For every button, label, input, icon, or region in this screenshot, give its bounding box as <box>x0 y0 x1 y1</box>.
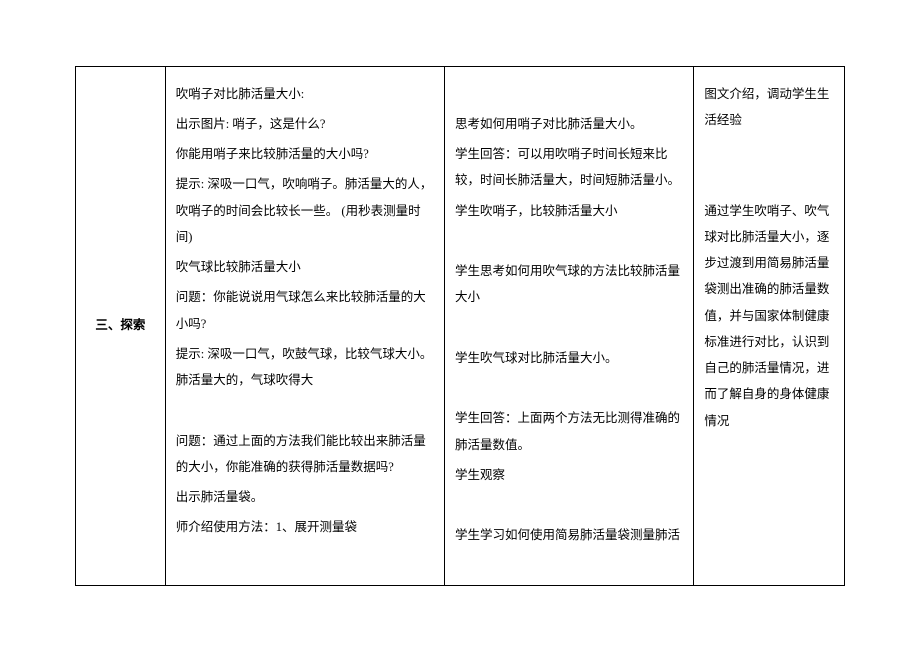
student-activity-cell: 思考如何用哨子对比肺活量大小。学生回答：可以用吹哨子时间长短来比较，时间长肺活量… <box>445 67 694 585</box>
paragraph: 师介绍使用方法：1、展开测量袋 <box>176 514 434 540</box>
section-label: 三、探索 <box>95 312 145 338</box>
paragraph: 出示图片: 哨子，这是什么? <box>176 111 434 137</box>
paragraph <box>455 315 683 341</box>
paragraph: 吹气球比较肺活量大小 <box>176 254 434 280</box>
paragraph: 学生思考如何用吹气球的方法比较肺活量大小 <box>455 258 683 311</box>
paragraph: 学生学习如何使用简易肺活量袋测量肺活 <box>455 522 683 548</box>
paragraph <box>455 228 683 254</box>
teacher-activity-cell: 吹哨子对比肺活量大小: 出示图片: 哨子，这是什么? 你能用哨子来比较肺活量的大小吗… <box>166 67 445 585</box>
paragraph: 学生吹气球对比肺活量大小。 <box>455 345 683 371</box>
paragraph: 吹哨子对比肺活量大小: <box>176 81 434 107</box>
lesson-plan-table: 三、探索 吹哨子对比肺活量大小: 出示图片: 哨子，这是什么? 你能用哨子来比较肺活… <box>75 66 845 586</box>
paragraph <box>704 137 834 163</box>
paragraph <box>455 375 683 401</box>
paragraph <box>455 81 683 107</box>
paragraph: 问题：通过上面的方法我们能比较出来肺活量的大小，你能准确的获得肺活量数据吗? <box>176 428 434 481</box>
design-intent-cell: 图文介绍，调动学生生活经验 通过学生吹哨子、吹气球对比肺活量大小，逐步过渡到用简… <box>694 67 844 585</box>
paragraph: 思考如何用哨子对比肺活量大小。 <box>455 111 683 137</box>
paragraph: 学生回答：可以用吹哨子时间长短来比较，时间长肺活量大，时间短肺活量小。 <box>455 141 683 194</box>
paragraph: 提示: 深吸一口气，吹响哨子。肺活量大的人，吹哨子的时间会比较长一些。 (用秒表… <box>176 171 434 250</box>
paragraph: 通过学生吹哨子、吹气球对比肺活量大小，逐步过渡到用简易肺活量袋测出准确的肺活量数… <box>704 198 834 434</box>
paragraph: 出示肺活量袋。 <box>176 484 434 510</box>
section-label-cell: 三、探索 <box>76 67 166 585</box>
paragraph: 学生观察 <box>455 462 683 488</box>
paragraph: 提示: 深吸一口气，吹鼓气球，比较气球大小。肺活量大的，气球吹得大 <box>176 341 434 394</box>
paragraph: 你能用哨子来比较肺活量的大小吗? <box>176 141 434 167</box>
paragraph <box>704 167 834 193</box>
paragraph: 图文介绍，调动学生生活经验 <box>704 81 834 134</box>
paragraph: 学生回答：上面两个方法无比测得准确的肺活量数值。 <box>455 405 683 458</box>
paragraph <box>455 492 683 518</box>
paragraph <box>176 397 434 423</box>
paragraph: 问题：你能说说用气球怎么来比较肺活量的大小吗? <box>176 284 434 337</box>
paragraph: 学生吹哨子，比较肺活量大小 <box>455 198 683 224</box>
